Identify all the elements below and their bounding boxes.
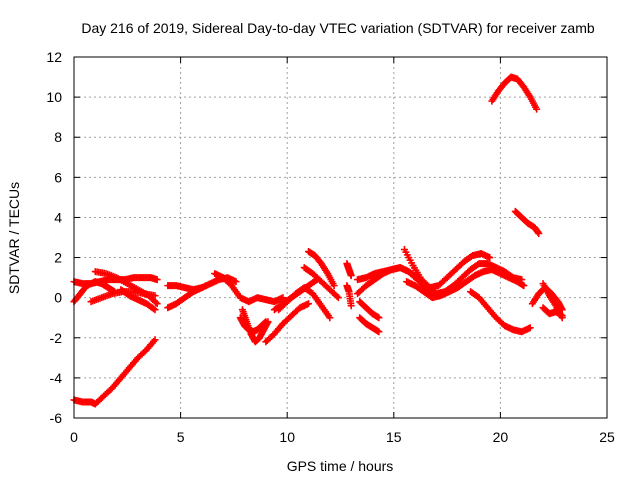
data-point	[533, 105, 541, 113]
data-point	[526, 324, 534, 332]
series-arc-8	[164, 284, 206, 312]
x-tick-labels: 0 5 10 15 20 25	[70, 429, 615, 445]
data-point	[150, 305, 158, 313]
data-point	[153, 300, 161, 308]
data-point	[152, 298, 160, 306]
series-arc-6	[70, 336, 159, 408]
data-point	[151, 292, 159, 300]
y-tick-label: 2	[54, 250, 62, 266]
data-point	[333, 292, 341, 300]
data-point	[279, 294, 287, 302]
series-arc-28	[511, 207, 543, 237]
x-tick-label: 10	[279, 429, 295, 445]
data-point	[558, 312, 566, 320]
series-arc-18	[343, 282, 355, 310]
data-point	[486, 254, 494, 262]
series-arc-22	[356, 314, 383, 336]
series-arc-2	[70, 278, 119, 306]
y-tick-label: -4	[50, 370, 63, 386]
series-arc-17	[343, 260, 355, 280]
data-point	[232, 278, 240, 286]
x-tick-label: 5	[177, 429, 185, 445]
data-point	[520, 282, 528, 290]
series-arc-9	[211, 270, 287, 306]
x-tick-label: 0	[70, 429, 78, 445]
data-point	[347, 302, 355, 310]
data-point	[330, 282, 338, 290]
series-arc-16	[305, 248, 338, 290]
data-point	[153, 276, 161, 284]
data-point	[347, 272, 355, 280]
x-axis-label: GPS time / hours	[287, 458, 394, 474]
data-points	[70, 73, 566, 408]
plot-frame	[73, 56, 608, 419]
data-point	[264, 318, 272, 326]
x-tick-label: 20	[493, 429, 509, 445]
series-arc-31	[539, 304, 566, 320]
y-tick-label: 12	[46, 49, 62, 65]
y-tick-label: 4	[54, 209, 62, 225]
data-point	[151, 306, 159, 314]
y-tick-label: 0	[54, 290, 62, 306]
data-point	[535, 229, 543, 237]
data-point	[334, 294, 342, 302]
series-arc-21	[356, 298, 383, 322]
y-tick-label: 10	[46, 89, 62, 105]
y-tick-label: -6	[50, 410, 63, 426]
x-tick-label: 15	[386, 429, 402, 445]
data-point	[151, 336, 159, 344]
y-tick-labels: -6 -4 -2 0 2 4 6 8 10 12	[46, 49, 62, 426]
y-tick-label: 8	[54, 129, 62, 145]
x-tick-label: 25	[599, 429, 615, 445]
series-arc-14	[275, 284, 334, 322]
y-axis-label: SDTVAR / TECUs	[6, 182, 22, 294]
series-arc-11	[238, 306, 272, 346]
series-arc-5	[117, 286, 159, 314]
series-arc-20	[354, 264, 413, 298]
y-tick-label: 6	[54, 169, 62, 185]
data-point	[305, 300, 313, 308]
y-tick-label: -2	[50, 330, 63, 346]
series-arc-27	[488, 73, 541, 113]
data-point	[198, 284, 206, 292]
data-point	[375, 328, 383, 336]
data-point	[375, 314, 383, 322]
series-arc-26	[467, 288, 534, 336]
data-point	[326, 314, 334, 322]
series-arc-12	[262, 300, 313, 346]
series-arc-15	[300, 264, 342, 302]
chart-title: Day 216 of 2019, Sidereal Day-to-day VTE…	[81, 20, 594, 36]
series-arc-25	[403, 266, 528, 302]
